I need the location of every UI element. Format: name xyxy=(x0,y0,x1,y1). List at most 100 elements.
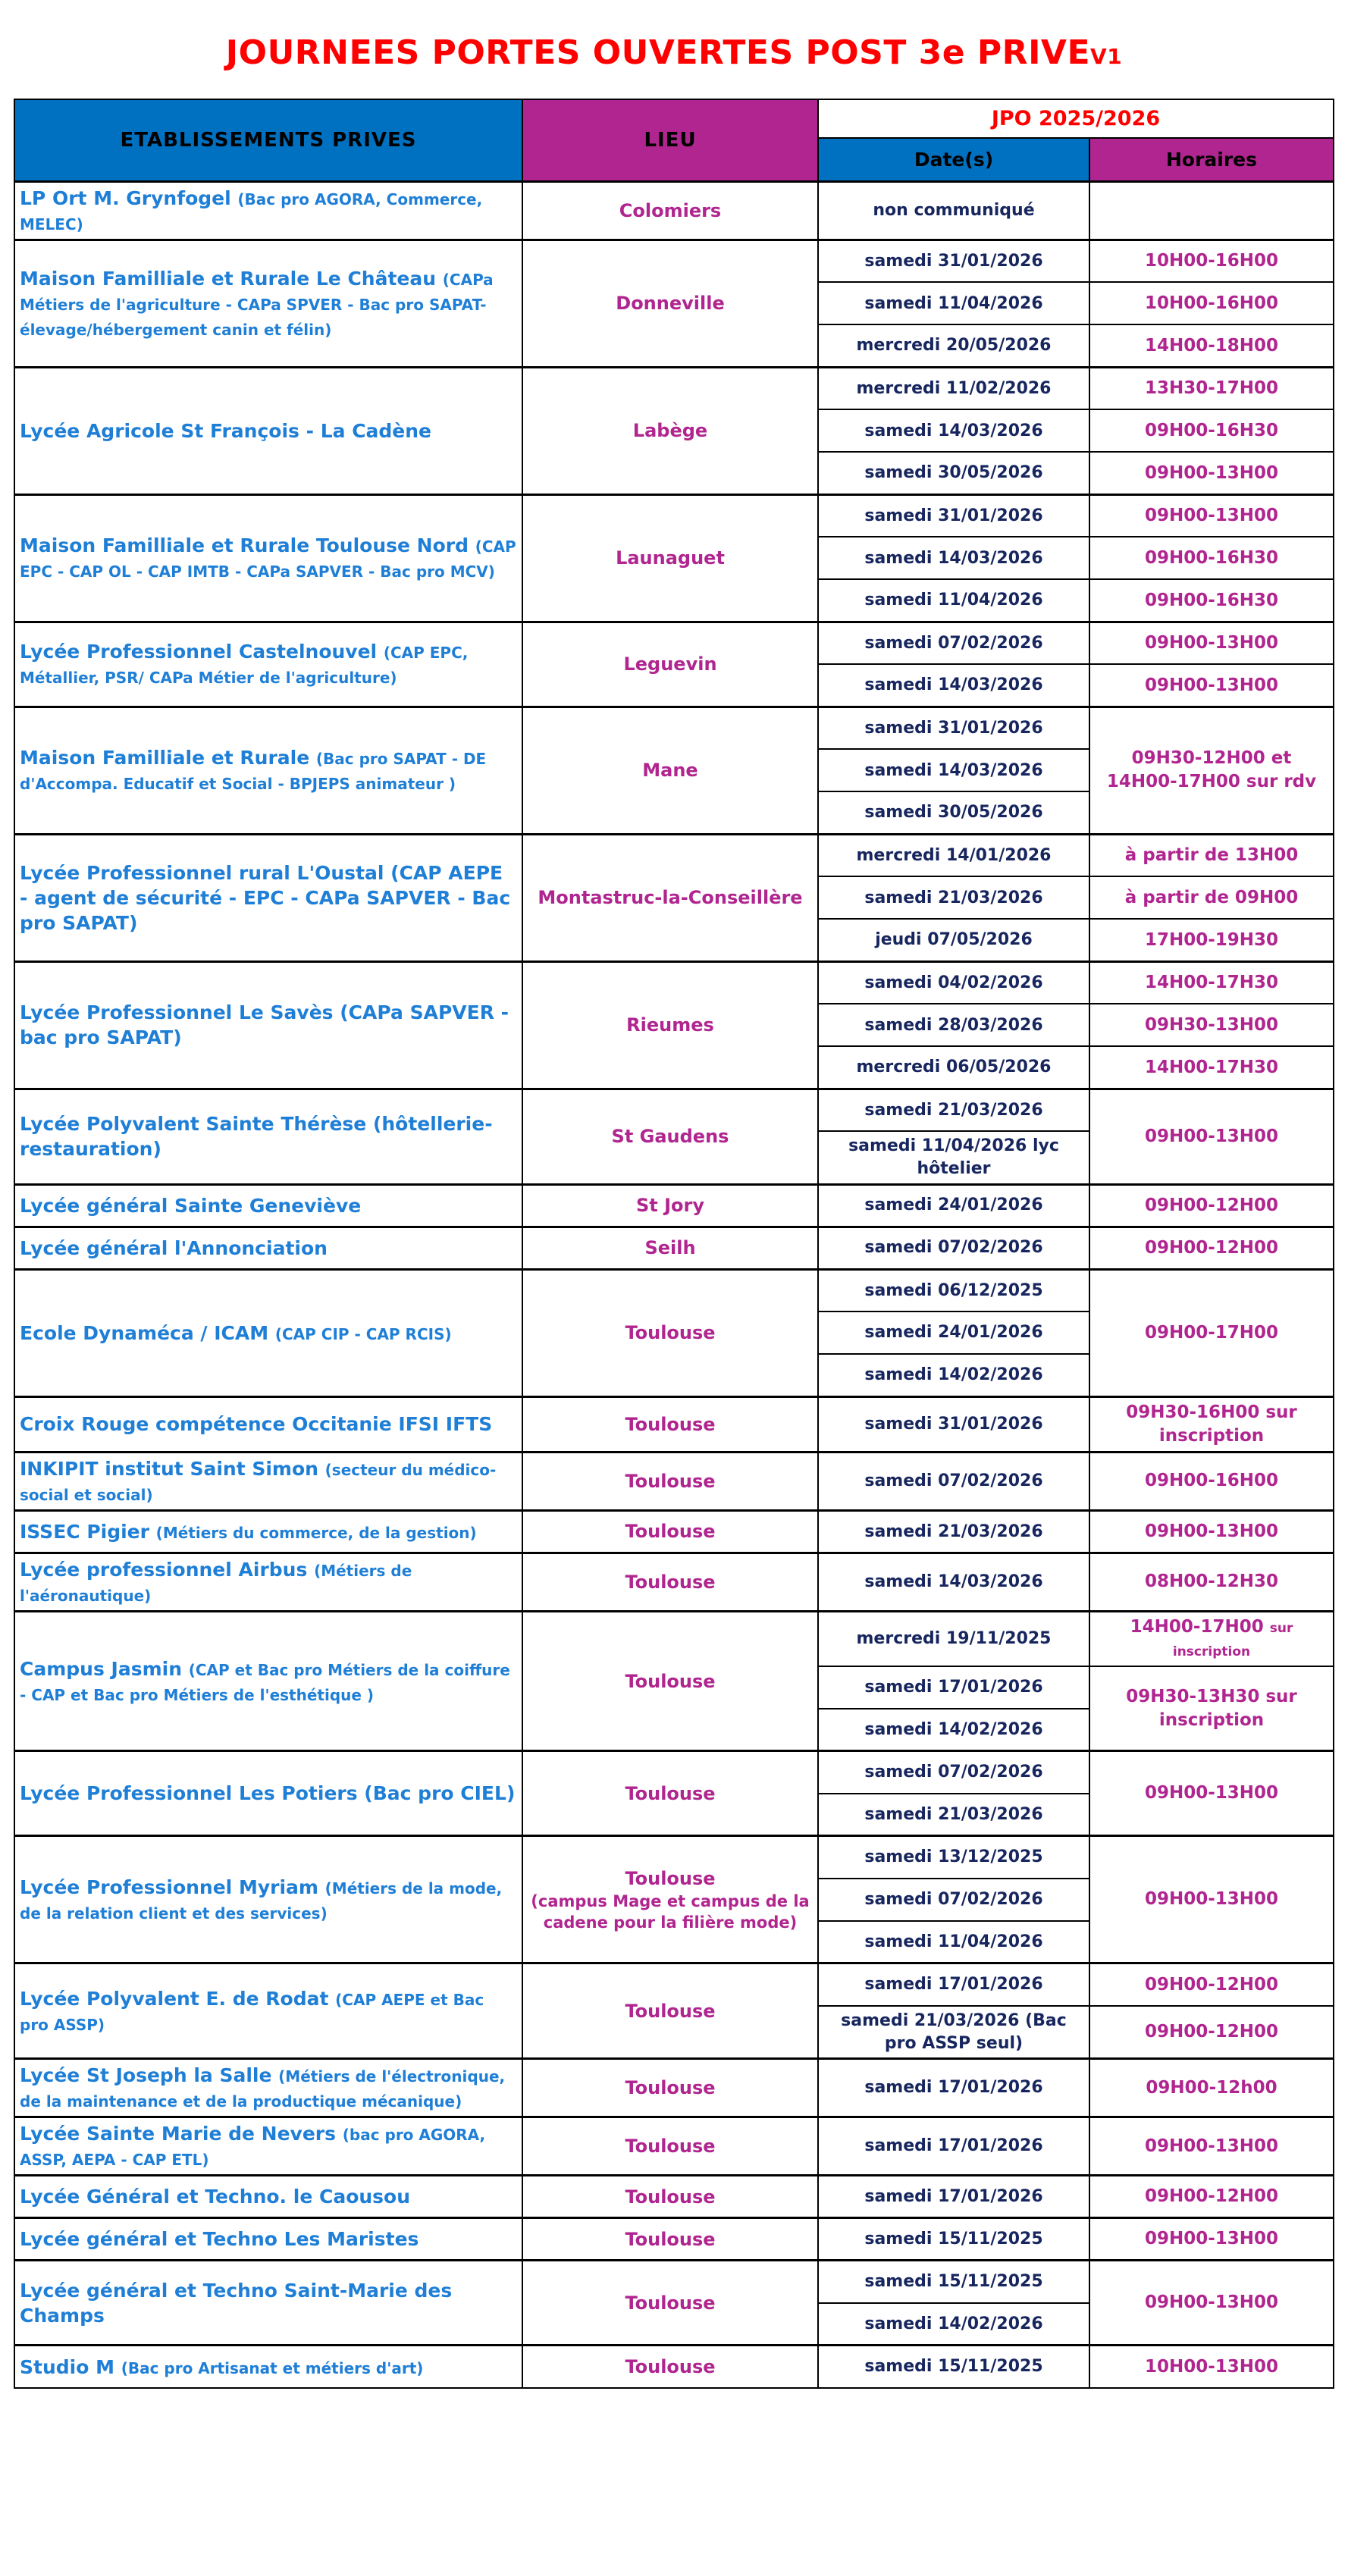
lieu-name: St Jory xyxy=(635,1195,704,1217)
table-row: Lycée général et Techno Saint-Marie des … xyxy=(14,2259,1334,2346)
table-row: samedi 14/02/2026 xyxy=(14,2302,1334,2346)
cell-horaire: 09H00-12H00 xyxy=(1089,2174,1334,2219)
horaire-note: sur inscription xyxy=(1172,1620,1293,1659)
lieu-name: Toulouse xyxy=(625,2136,716,2158)
cell-date: samedi 04/02/2026 xyxy=(817,960,1090,1005)
cell-horaire: 09H00-13H00 xyxy=(1089,620,1334,666)
column-header-etablissements: ETABLISSEMENTS PRIVES xyxy=(14,99,523,183)
cell-date: samedi 14/03/2026 xyxy=(817,663,1090,708)
cell-etablissement: Lycée Agricole St François - La Cadène xyxy=(14,365,523,496)
cell-etablissement: Lycée Professionnel Le Savès (CAPa SAPVE… xyxy=(14,960,523,1090)
etablissement-name: Lycée Professionnel Le Savès (CAPa SAPVE… xyxy=(20,1001,509,1049)
table-row: Lycée général Sainte Geneviève St Jory sam… xyxy=(14,1183,1334,1228)
cell-etablissement: Lycée Polyvalent Sainte Thérèse (hôtelle… xyxy=(14,1087,523,1186)
column-header-dates: Date(s) xyxy=(817,137,1090,183)
etablissement-name: Lycée Professionnel Castelnouvel xyxy=(20,641,384,663)
cell-date: mercredi 06/05/2026 xyxy=(817,1045,1090,1090)
cell-horaire: 10H00-16H00 xyxy=(1089,238,1334,284)
table-row: samedi 28/03/2026 09H30-13H00 xyxy=(14,1003,1334,1048)
table-row: Lycée professionnel Airbus (Métiers de l… xyxy=(14,1551,1334,1612)
cell-date: samedi 14/03/2026 xyxy=(817,1551,1090,1612)
cell-date: samedi 28/03/2026 xyxy=(817,1003,1090,1048)
etablissement-formations: (secteur du médico-social et social) xyxy=(20,1460,497,1504)
table-row: samedi 21/03/2026 à partir de 09H00 xyxy=(14,876,1334,920)
etablissement-formations: (Métiers de la mode, de la relation clie… xyxy=(20,1879,503,1923)
cell-date: mercredi 14/01/2026 xyxy=(817,832,1090,878)
cell-horaire: 10H00-13H00 xyxy=(1089,2344,1334,2389)
cell-horaire: 09H00-12H00 xyxy=(1089,1225,1334,1271)
cell-lieu: Rieumes xyxy=(522,960,819,1090)
lieu-name: Toulouse xyxy=(625,2000,716,2022)
cell-lieu: Toulouse xyxy=(522,2174,819,2219)
cell-lieu: Toulouse xyxy=(522,1551,819,1612)
cell-date: samedi 07/02/2026 xyxy=(817,620,1090,666)
cell-date: samedi 06/12/2025 xyxy=(817,1268,1090,1313)
cell-lieu: Launaguet xyxy=(522,493,819,623)
lieu-name: Labège xyxy=(632,420,708,442)
cell-date: samedi 17/01/2026 xyxy=(817,2116,1090,2176)
table-row: samedi 14/03/2026 09H00-16H30 xyxy=(14,536,1334,581)
cell-etablissement: Ecole Dynaméca / ICAM (CAP CIP - CAP RCI… xyxy=(14,1268,523,1398)
table-row: Lycée général l'Annonciation Seilh samedi … xyxy=(14,1225,1334,1271)
table-row: samedi 30/05/2026 xyxy=(14,791,1334,835)
cell-date: samedi 24/01/2026 xyxy=(817,1183,1090,1228)
etablissement-name: Lycée Professionnel Myriam xyxy=(20,1876,325,1898)
cell-date: samedi 17/01/2026 xyxy=(817,1665,1090,1709)
cell-date: samedi 17/01/2026 xyxy=(817,2057,1090,2118)
cell-date: samedi 07/02/2026 xyxy=(817,1750,1090,1794)
cell-etablissement: Lycée général et Techno Saint-Marie des … xyxy=(14,2259,523,2346)
cell-date: samedi 14/03/2026 xyxy=(817,536,1090,581)
cell-date: samedi 21/03/2026 xyxy=(817,1087,1090,1133)
page-title-version: V1 xyxy=(1090,44,1123,69)
table-row: jeudi 07/05/2026 17H00-19H30 xyxy=(14,918,1334,963)
cell-lieu: Toulouse xyxy=(522,2217,819,2261)
table-row: samedi 21/03/2026 xyxy=(14,1792,1334,1837)
cell-etablissement: Lycée Professionnel Les Potiers (Bac pro… xyxy=(14,1750,523,1837)
lieu-name: Rieumes xyxy=(626,1014,714,1036)
cell-horaire: 14H00-17H30 xyxy=(1089,960,1334,1005)
cell-date: samedi 31/01/2026 xyxy=(817,1395,1090,1453)
lieu-name: Toulouse xyxy=(625,1413,716,1435)
cell-etablissement: Studio M (Bac pro Artisanat et métiers d… xyxy=(14,2344,523,2389)
etablissement-name: Maison Familliale et Rurale Toulouse Nor… xyxy=(20,534,475,557)
cell-lieu: Seilh xyxy=(522,1225,819,1271)
cell-date: samedi 21/03/2026 xyxy=(817,1509,1090,1554)
etablissement-name: Lycée St Joseph la Salle xyxy=(20,2064,279,2087)
etablissement-name: LP Ort M. Grynfogel xyxy=(20,186,238,209)
lieu-name: Toulouse xyxy=(625,1470,716,1492)
etablissement-name: Maison Familliale et Rurale xyxy=(20,747,316,769)
cell-etablissement: Lycée général l'Annonciation xyxy=(14,1225,523,1271)
cell-horaire: 09H00-16H00 xyxy=(1089,1450,1334,1512)
cell-horaire: 09H00-13H00 xyxy=(1089,451,1334,496)
cell-etablissement: INKIPIT institut Saint Simon (secteur du… xyxy=(14,1450,523,1512)
table-body: LP Ort M. Grynfogel (Bac pro AGORA, Comm… xyxy=(14,180,1334,2389)
cell-date: samedi 14/02/2026 xyxy=(817,1707,1090,1752)
cell-date: samedi 30/05/2026 xyxy=(817,451,1090,496)
cell-horaire-merged: 09H30-12H00 et 14H00-17H00 sur rdv xyxy=(1089,705,1334,835)
cell-date: samedi 21/03/2026 (Bac pro ASSP seul) xyxy=(817,2004,1090,2060)
cell-horaire: 10H00-16H00 xyxy=(1089,281,1334,326)
cell-etablissement: Lycée professionnel Airbus (Métiers de l… xyxy=(14,1551,523,1612)
cell-horaire: 14H00-17H30 xyxy=(1089,1045,1334,1090)
table-header-row-1: ETABLISSEMENTS PRIVES LIEU JPO 2025/2026 xyxy=(14,99,1334,183)
cell-date: mercredi 19/11/2025 xyxy=(817,1609,1090,1667)
etablissement-name: Lycée Polyvalent E. de Rodat xyxy=(20,1987,336,2010)
table-row: samedi 11/04/2026 09H00-16H30 xyxy=(14,578,1334,623)
table-row: Lycée Professionnel Myriam (Métiers de l… xyxy=(14,1835,1334,1964)
cell-date: samedi 14/02/2026 xyxy=(817,2302,1090,2346)
cell-date: samedi 07/02/2026 xyxy=(817,1225,1090,1271)
cell-lieu: Toulouse xyxy=(522,1395,819,1453)
etablissement-name: Lycée Professionnel rural L'Oustal (CAP … xyxy=(20,861,511,934)
cell-date: samedi 11/04/2026 xyxy=(817,1919,1090,1964)
cell-horaire: 09H00-13H00 xyxy=(1089,663,1334,708)
table-row: mercredi 20/05/2026 14H00-18H00 xyxy=(14,324,1334,368)
etablissement-formations: (Métiers de l'électronique, de la mainte… xyxy=(20,2067,506,2111)
cell-horaire-merged: 09H30-13H30 sur inscription xyxy=(1089,1665,1334,1752)
cell-horaire: 09H00-13H00 xyxy=(1089,1509,1334,1554)
etablissement-formations: (Métiers de l'aéronautique) xyxy=(20,1561,412,1605)
cell-date: samedi 30/05/2026 xyxy=(817,791,1090,835)
cell-etablissement: Lycée Sainte Marie de Nevers (bac pro AG… xyxy=(14,2116,523,2176)
table-row: samedi 14/02/2026 xyxy=(14,1707,1334,1752)
cell-horaire-merged: 09H00-17H00 xyxy=(1089,1268,1334,1398)
cell-date: mercredi 11/02/2026 xyxy=(817,365,1090,411)
